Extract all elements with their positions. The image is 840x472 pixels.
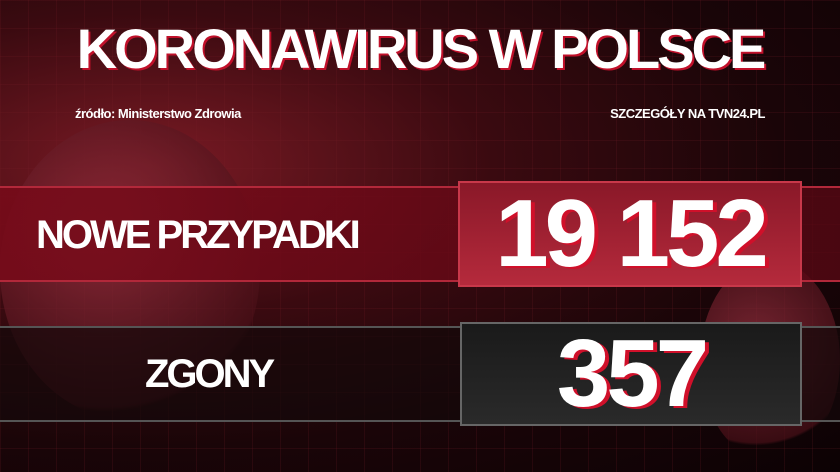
page-title: KORONAWIRUS W POLSCE — [76, 17, 767, 80]
new-cases-label: NOWE PRZYPADKI — [36, 213, 361, 257]
source-text: źródło: Ministerstwo Zdrowia — [75, 106, 241, 121]
deaths-box: 357 — [460, 322, 802, 426]
new-cases-box: 19 152 — [458, 181, 802, 287]
deaths-value: 357 — [556, 320, 709, 427]
deaths-label: ZGONY — [145, 352, 275, 396]
new-cases-value: 19 152 — [495, 180, 769, 287]
details-link-text: SZCZEGÓŁY NA TVN24.PL — [610, 106, 765, 121]
